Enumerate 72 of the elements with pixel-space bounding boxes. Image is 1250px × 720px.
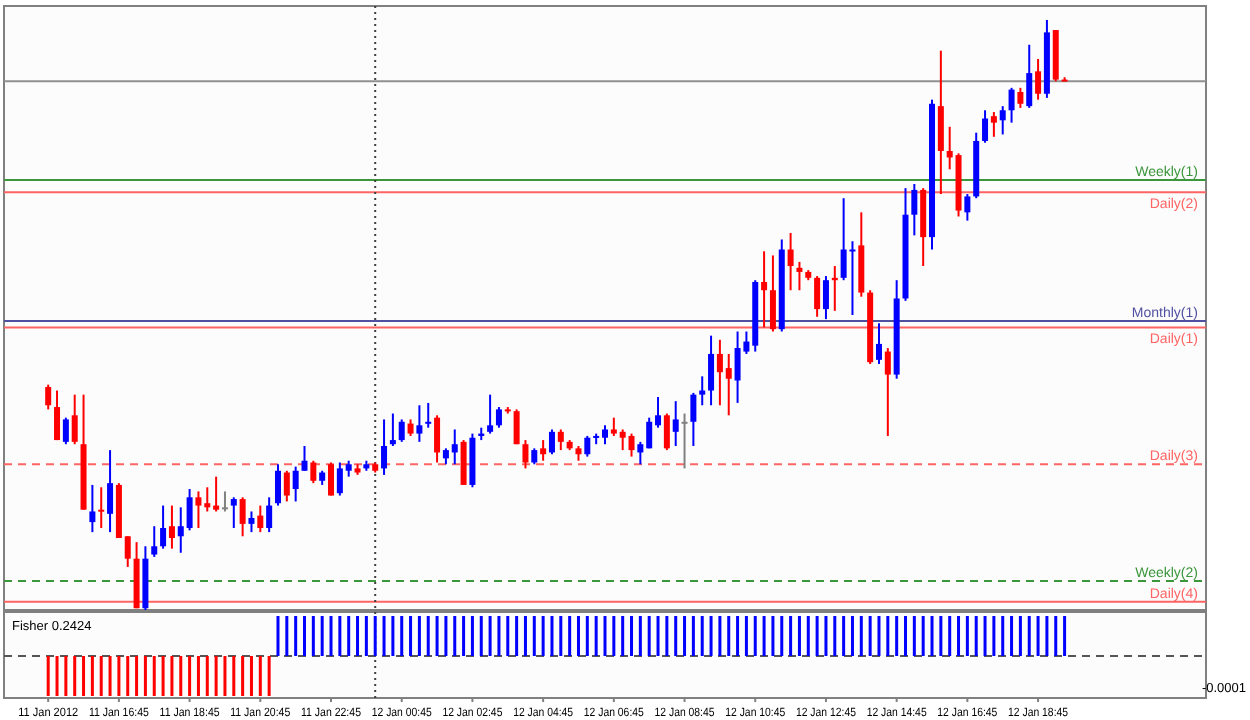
candlestick: [1026, 43, 1033, 109]
candlestick: [54, 389, 61, 442]
candlestick: [98, 486, 105, 529]
candlestick: [434, 414, 441, 464]
candlestick: [840, 197, 847, 282]
candlestick: [769, 254, 776, 333]
candlestick: [884, 347, 891, 437]
candlestick: [398, 418, 405, 443]
candlestick: [1008, 86, 1015, 124]
candlestick: [937, 49, 944, 196]
candlestick: [45, 383, 52, 411]
candlestick: [230, 496, 237, 529]
candlestick: [787, 231, 794, 292]
candlestick: [540, 439, 547, 462]
candlestick: [195, 490, 202, 529]
candlestick: [266, 496, 273, 534]
candlestick: [495, 406, 502, 429]
candlestick: [107, 449, 114, 534]
candlestick: [725, 352, 732, 417]
candlestick: [239, 496, 246, 538]
candlestick: [708, 334, 715, 407]
candlestick: [389, 412, 396, 447]
candlestick: [186, 488, 193, 532]
candlestick: [425, 401, 432, 429]
candlestick: [310, 459, 317, 485]
candlestick: [160, 504, 167, 550]
candlestick: [920, 187, 927, 268]
candlestick: [1017, 86, 1024, 109]
candlestick: [168, 504, 175, 550]
candlestick: [557, 428, 564, 452]
candlestick: [274, 463, 281, 507]
candlestick: [663, 412, 670, 452]
candlestick: [814, 275, 821, 318]
candlestick: [381, 418, 388, 476]
candlestick: [548, 428, 555, 456]
candlestick: [628, 432, 635, 458]
candlestick: [911, 183, 918, 237]
candlestick: [89, 483, 96, 534]
candlestick: [964, 193, 971, 222]
candlestick: [71, 393, 78, 446]
candlestick: [451, 428, 458, 466]
candlestick: [982, 109, 989, 144]
candlestick: [257, 504, 264, 534]
candlestick: [328, 461, 335, 497]
candlestick: [292, 465, 299, 503]
candlestick: [796, 260, 803, 292]
candlestick: [672, 400, 679, 447]
candlestick: [699, 375, 706, 407]
candlestick: [761, 250, 768, 329]
candlestick: [522, 439, 529, 470]
candlestick: [221, 490, 228, 513]
candlestick: [248, 510, 255, 534]
candlestick: [62, 416, 69, 446]
candlestick: [283, 469, 290, 503]
candlestick: [301, 444, 308, 472]
candlestick: [858, 211, 865, 298]
candlestick: [1035, 57, 1042, 101]
candlestick: [469, 432, 476, 489]
candlestick: [999, 105, 1006, 136]
candlestick: [690, 391, 697, 447]
candlestick: [460, 439, 467, 486]
candlestick: [487, 393, 494, 435]
candlestick: [990, 111, 997, 138]
candlestick: [822, 275, 829, 321]
candlestick: [681, 412, 688, 470]
candlestick: [513, 408, 520, 446]
candlestick: [734, 330, 741, 404]
candlestick: [849, 240, 856, 316]
candlestick: [584, 434, 591, 458]
candlestick: [151, 525, 158, 558]
candlestick: [416, 404, 423, 443]
candlestick: [875, 322, 882, 365]
